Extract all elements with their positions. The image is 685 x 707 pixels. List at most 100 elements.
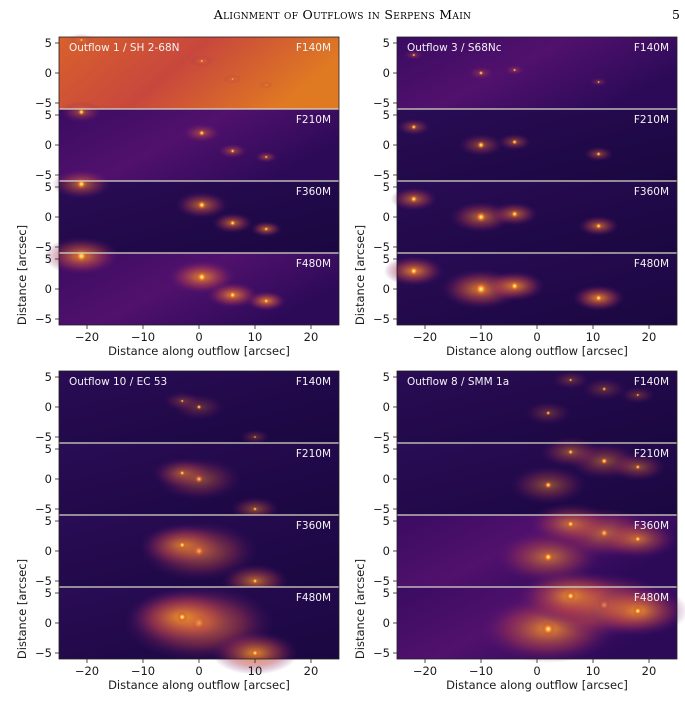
y-tick-label: 5 bbox=[45, 108, 52, 122]
y-tick-label: 0 bbox=[383, 616, 390, 630]
y-tick-label: −5 bbox=[35, 574, 52, 588]
panel-background bbox=[397, 109, 677, 181]
x-tick-label: 0 bbox=[195, 330, 202, 344]
source-knot bbox=[74, 249, 89, 263]
y-tick-label: −5 bbox=[35, 312, 52, 326]
y-tick-label: 0 bbox=[383, 544, 390, 558]
y-tick-label: 5 bbox=[45, 36, 52, 50]
y-tick-label: 5 bbox=[45, 370, 52, 384]
source-knot bbox=[251, 577, 259, 585]
y-tick-label: 5 bbox=[383, 180, 390, 194]
y-tick-label: 5 bbox=[383, 586, 390, 600]
source-knot bbox=[410, 124, 417, 130]
source-knot bbox=[176, 611, 188, 623]
x-tick-label: 0 bbox=[533, 330, 540, 344]
x-axis-label: Distance along outflow [arcsec] bbox=[446, 678, 628, 692]
x-tick-label: −10 bbox=[131, 664, 155, 678]
y-tick-label: 5 bbox=[383, 108, 390, 122]
source-knot bbox=[632, 606, 643, 616]
outflow-title: Outflow 10 / EC 53 bbox=[69, 376, 167, 388]
y-tick-label: 5 bbox=[45, 442, 52, 456]
x-tick-label: 20 bbox=[642, 330, 657, 344]
image-panel: 5 0 −5 F210M bbox=[35, 101, 339, 182]
source-knot bbox=[594, 293, 604, 303]
y-tick-label: 5 bbox=[45, 514, 52, 528]
y-tick-label: 5 bbox=[383, 36, 390, 50]
x-tick-label: 0 bbox=[195, 664, 202, 678]
panel-background bbox=[59, 37, 339, 109]
y-tick-label: 5 bbox=[383, 252, 390, 266]
image-panel: 5 0 −5 F140M Outflow 10 / EC 53 bbox=[35, 370, 339, 445]
source-knot bbox=[411, 53, 416, 57]
x-tick-label: 10 bbox=[248, 330, 263, 344]
source-knot bbox=[475, 211, 487, 223]
y-tick-label: −5 bbox=[373, 240, 390, 254]
image-panel: 5 0 −5 F360M bbox=[35, 169, 339, 254]
y-tick-label: −5 bbox=[373, 430, 390, 444]
filter-label: F480M bbox=[634, 258, 669, 270]
y-tick-label: 0 bbox=[45, 210, 52, 224]
source-knot bbox=[545, 410, 551, 416]
image-panel: 5 0 −5 F480M bbox=[35, 585, 339, 675]
outflow-group-4: 5 0 −5 F140M Outflow 8 / SMM 1a 5 0 −5 F210M 5 0 −5… bbox=[353, 370, 685, 692]
filter-label: F360M bbox=[296, 520, 331, 532]
source-knot bbox=[76, 178, 87, 190]
source-knot bbox=[596, 151, 602, 157]
source-knot bbox=[567, 449, 574, 455]
y-tick-label: −5 bbox=[373, 96, 390, 110]
filter-label: F140M bbox=[634, 42, 669, 54]
source-knot bbox=[79, 37, 84, 43]
y-tick-label: 0 bbox=[45, 400, 52, 414]
y-tick-label: 0 bbox=[383, 282, 390, 296]
x-axis-label: Distance along outflow [arcsec] bbox=[108, 678, 290, 692]
y-tick-label: −5 bbox=[35, 96, 52, 110]
y-tick-label: 0 bbox=[383, 138, 390, 152]
source-knot bbox=[597, 80, 601, 84]
y-tick-label: 5 bbox=[45, 252, 52, 266]
source-knot bbox=[178, 540, 187, 550]
source-knot bbox=[636, 393, 640, 397]
source-knot bbox=[252, 506, 258, 512]
y-tick-label: 5 bbox=[45, 586, 52, 600]
page-number: 5 bbox=[672, 7, 680, 22]
y-tick-label: 5 bbox=[383, 370, 390, 384]
source-knot bbox=[473, 281, 489, 297]
source-knot bbox=[229, 219, 237, 227]
panel-background bbox=[59, 109, 339, 181]
source-knot bbox=[601, 386, 607, 392]
source-knot bbox=[565, 590, 576, 602]
y-tick-label: 0 bbox=[45, 282, 52, 296]
x-tick-label: 20 bbox=[304, 664, 319, 678]
y-tick-label: −5 bbox=[373, 168, 390, 182]
outflow-title: Outflow 8 / SMM 1a bbox=[407, 376, 509, 388]
source-knot bbox=[541, 622, 556, 636]
filter-label: F360M bbox=[296, 186, 331, 198]
source-knot bbox=[228, 290, 238, 300]
filter-label: F480M bbox=[296, 258, 331, 270]
panel-background bbox=[397, 37, 677, 109]
x-tick-label: −20 bbox=[413, 664, 437, 678]
x-tick-label: 10 bbox=[586, 330, 601, 344]
filter-label: F140M bbox=[296, 376, 331, 388]
y-tick-label: −5 bbox=[373, 312, 390, 326]
x-tick-label: −10 bbox=[469, 330, 493, 344]
x-tick-label: −10 bbox=[131, 330, 155, 344]
source-knot bbox=[195, 270, 208, 284]
y-tick-label: 0 bbox=[45, 66, 52, 80]
image-panel: 5 0 −5 F210M bbox=[373, 108, 677, 182]
source-knot bbox=[478, 70, 484, 76]
source-knot bbox=[263, 226, 269, 232]
y-tick-label: 0 bbox=[45, 544, 52, 558]
outflow-group-2: 5 0 −5 F140M Outflow 3 / S68Nc 5 0 −5 F210M 5 0 −5 F… bbox=[353, 36, 678, 358]
source-knot bbox=[510, 209, 519, 219]
filter-label: F210M bbox=[634, 114, 669, 126]
x-tick-label: 10 bbox=[586, 664, 601, 678]
source-knot bbox=[635, 464, 641, 470]
filter-label: F360M bbox=[634, 520, 669, 532]
y-tick-label: 0 bbox=[45, 138, 52, 152]
y-tick-label: 5 bbox=[45, 180, 52, 194]
source-knot bbox=[230, 148, 236, 154]
running-title: Alignment of Outflows in Serpens Main bbox=[213, 7, 472, 22]
source-knot bbox=[511, 139, 518, 145]
source-knot bbox=[512, 68, 517, 72]
